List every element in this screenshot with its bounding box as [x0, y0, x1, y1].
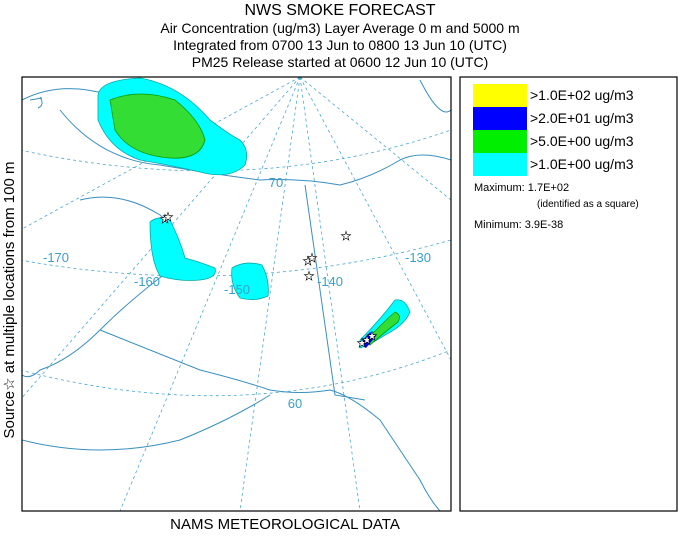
smoke-plumes — [97, 77, 411, 349]
graticule — [22, 77, 451, 511]
legend-label: >5.0E+00 ug/m3 — [530, 133, 634, 149]
longitude-label: -140 — [317, 274, 343, 289]
legend-swatch — [473, 84, 527, 107]
latitude-label: 60 — [288, 396, 302, 411]
side-label: Source☆ at multiple locations from 100 m — [1, 162, 18, 439]
svg-text:★: ★ — [357, 336, 368, 350]
subtitle: PM25 Release started at 0600 12 Jun 10 (… — [192, 54, 489, 70]
map-labels: -170 -160 -150 -140 -130 70 60 — [43, 175, 431, 411]
legend-frame — [459, 76, 678, 512]
legend-swatch — [473, 130, 527, 153]
svg-text:★: ★ — [341, 229, 352, 243]
maximum: Maximum: 1.7E+02 — [474, 182, 569, 194]
map-frame — [21, 76, 452, 512]
svg-text:★: ★ — [160, 212, 171, 226]
svg-text:★: ★ — [307, 251, 318, 265]
title: NWS SMOKE FORECAST — [244, 2, 435, 19]
subtitle: Air Concentration (ug/m3) Layer Average … — [160, 20, 519, 36]
legend-label: >1.0E+00 ug/m3 — [530, 156, 634, 172]
legend-swatch — [473, 153, 527, 176]
longitude-label: -170 — [43, 250, 69, 265]
coastline — [22, 79, 451, 511]
latitude-label: 70 — [269, 175, 283, 190]
legend: Maximum: 1.7E+02 (identified as a square… — [459, 76, 678, 512]
svg-text:★: ★ — [362, 333, 373, 347]
footer: NAMS METEOROLOGICAL DATA — [170, 516, 400, 532]
minimum: Minimum: 3.9E-38 — [474, 219, 563, 231]
longitude-label: -160 — [134, 274, 160, 289]
svg-text:★: ★ — [303, 254, 314, 268]
title-block: NWS SMOKE FORECAST Air Concentration (ug… — [160, 2, 519, 70]
legend-swatch — [473, 107, 527, 130]
subtitle: Integrated from 0700 13 Jun to 0800 13 J… — [173, 37, 507, 53]
legend-label: >1.0E+02 ug/m3 — [530, 87, 634, 103]
svg-text:★: ★ — [304, 269, 315, 283]
legend-label: >2.0E+01 ug/m3 — [530, 110, 634, 126]
svg-text:★: ★ — [367, 329, 378, 343]
longitude-label: -130 — [405, 250, 431, 265]
svg-text:★: ★ — [163, 210, 174, 224]
longitude-label: -150 — [224, 282, 250, 297]
source-markers: ★★ ★ ★★★ ★★★ — [159, 210, 378, 351]
map: ★★ ★ ★★★ ★★★ -170 -160 -150 -140 -130 70… — [21, 76, 452, 512]
maximum-note: (identified as a square) — [537, 199, 639, 210]
